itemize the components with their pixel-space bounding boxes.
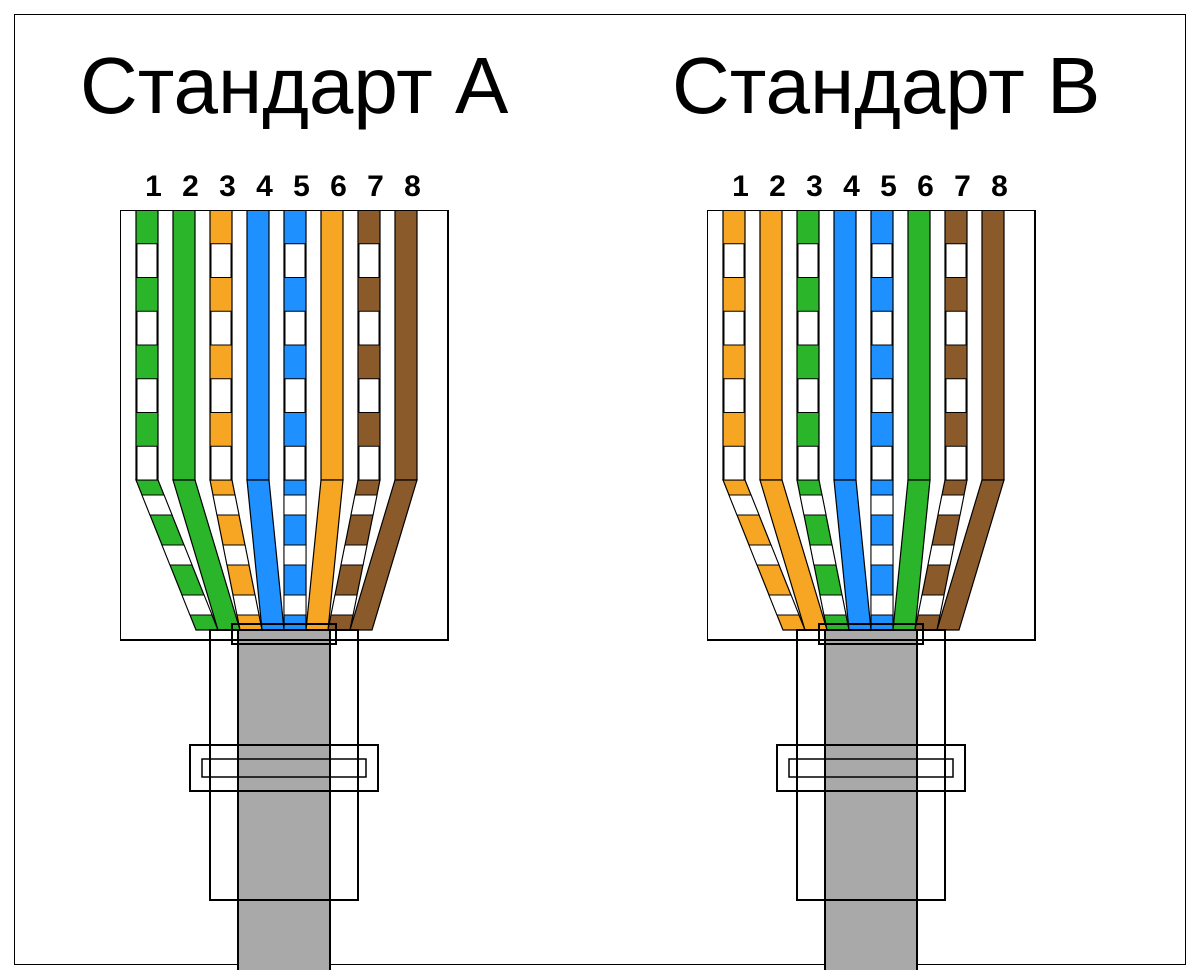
pin-number: 2 xyxy=(759,170,796,204)
pin-number: 3 xyxy=(796,170,833,204)
pin-number: 5 xyxy=(283,170,320,204)
title-standard-a: Стандарт A xyxy=(80,40,508,132)
pin-number: 8 xyxy=(394,170,431,204)
pin-numbers-b: 12345678 xyxy=(722,170,1018,204)
pin-number: 5 xyxy=(870,170,907,204)
pin-number: 3 xyxy=(209,170,246,204)
connector-diagram-a xyxy=(120,210,450,970)
pin-number: 4 xyxy=(246,170,283,204)
pin-number: 8 xyxy=(981,170,1018,204)
pin-number: 1 xyxy=(135,170,172,204)
pin-number: 1 xyxy=(722,170,759,204)
pin-number: 6 xyxy=(320,170,357,204)
pin-number: 2 xyxy=(172,170,209,204)
pin-number: 4 xyxy=(833,170,870,204)
pin-number: 7 xyxy=(357,170,394,204)
pin-number: 6 xyxy=(907,170,944,204)
connector-diagram-b xyxy=(707,210,1037,970)
title-standard-b: Стандарт B xyxy=(672,40,1100,132)
pin-numbers-a: 12345678 xyxy=(135,170,431,204)
pin-number: 7 xyxy=(944,170,981,204)
